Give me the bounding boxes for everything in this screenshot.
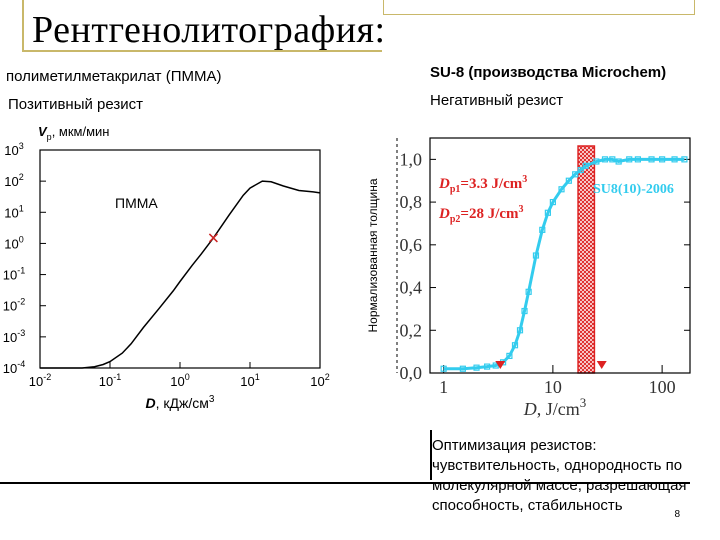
x-axis-label: D, J/cm3 xyxy=(523,395,587,418)
data-point xyxy=(511,342,519,349)
data-point xyxy=(506,352,513,360)
y-tick-label: 1,0 xyxy=(400,149,423,169)
data-point xyxy=(615,158,622,165)
x-tick-label: 100 xyxy=(649,377,676,397)
data-point xyxy=(593,158,600,165)
slide-title: Рентгенолитография: xyxy=(32,9,386,51)
plot-frame xyxy=(429,137,691,374)
summary-text: Оптимизация резистов: чувствительность, … xyxy=(432,437,687,514)
chart-annotation: ПММА xyxy=(115,195,158,211)
footer-divider-vertical xyxy=(430,430,432,480)
data-point xyxy=(634,156,641,163)
right-subheader: Негативный резист xyxy=(430,92,564,109)
data-point xyxy=(549,198,556,206)
data-point xyxy=(572,171,579,178)
y-tick-label: 100 xyxy=(4,234,23,251)
data-point xyxy=(521,307,528,315)
y-axis-label: Нормализованная толщина xyxy=(366,178,380,332)
series-name: SU8(10)-2006 xyxy=(593,182,674,197)
data-point xyxy=(577,166,584,174)
dose-marker xyxy=(596,361,607,369)
data-point xyxy=(473,364,480,371)
x-tick-label: 10 xyxy=(544,377,562,397)
pmma-curve xyxy=(40,180,321,369)
data-point xyxy=(601,156,609,163)
corner-frame xyxy=(383,0,695,15)
marker-x xyxy=(208,233,218,243)
x-tick-label: 10-2 xyxy=(29,372,51,389)
exposure-band xyxy=(577,145,596,374)
data-point xyxy=(659,156,666,163)
y-axis-label: Vp, мкм/мин xyxy=(38,124,109,142)
data-point xyxy=(539,226,546,233)
title-underline xyxy=(22,50,382,52)
data-point xyxy=(459,365,466,372)
data-point xyxy=(565,177,572,184)
data-point xyxy=(609,156,616,163)
x-tick-label: 10-1 xyxy=(99,372,121,389)
y-tick-label: 0,6 xyxy=(400,235,423,255)
dose-marker xyxy=(495,361,506,369)
x-tick-label: 101 xyxy=(240,372,259,389)
page-number: 8 xyxy=(674,509,680,520)
y-tick-label: 10-1 xyxy=(3,266,25,283)
footer-divider xyxy=(0,482,690,484)
y-tick-label: 0,8 xyxy=(400,192,423,212)
left-subheader: Позитивный резист xyxy=(8,96,144,113)
y-tick-label: 0,0 xyxy=(400,363,423,383)
y-tick-label: 10-4 xyxy=(3,359,25,376)
data-point xyxy=(525,288,532,295)
data-point xyxy=(582,162,589,169)
data-point xyxy=(681,156,688,163)
y-tick-label: 101 xyxy=(4,203,23,220)
x-tick-label: 100 xyxy=(170,372,189,389)
dose-annotation: Dp1=3.3 J/cm3 xyxy=(438,174,527,195)
data-point xyxy=(440,365,447,372)
y-tick-label: 0,2 xyxy=(400,320,423,340)
pmma-chart: 10-2 10-1 100 101 102 10-4 10-3 10-2 10-1 100 101 1… xyxy=(3,124,330,411)
data-point xyxy=(516,327,524,334)
y-tick-label: 103 xyxy=(4,141,23,158)
y-tick-label: 102 xyxy=(4,172,23,189)
data-point xyxy=(532,252,540,259)
data-point xyxy=(558,186,565,193)
x-tick-label: 1 xyxy=(439,377,448,397)
y-tick-label: 10-2 xyxy=(3,297,25,314)
data-point xyxy=(544,209,551,216)
x-axis-label: D, кДж/см3 xyxy=(146,394,215,411)
data-point xyxy=(484,363,491,370)
left-header: полиметилметакрилат (ПММА) xyxy=(6,68,222,85)
su8-chart: 0,0 0,2 0,4 0,6 0,8 1,0 1 10 100 SU8(10)-2006 Dp1=… xyxy=(366,137,691,418)
y-tick-label: 10-3 xyxy=(3,328,25,345)
dose-annotation: Dp2=28 J/cm3 xyxy=(438,204,524,225)
data-point xyxy=(648,156,655,163)
x-tick-label: 102 xyxy=(310,372,329,389)
y-tick-label: 0,4 xyxy=(400,278,423,298)
plot-frame xyxy=(39,149,321,369)
title-accent-vertical xyxy=(22,0,24,52)
right-header: SU-8 (производства Microchem) xyxy=(430,64,667,81)
data-point xyxy=(671,156,678,163)
data-point xyxy=(626,156,633,163)
